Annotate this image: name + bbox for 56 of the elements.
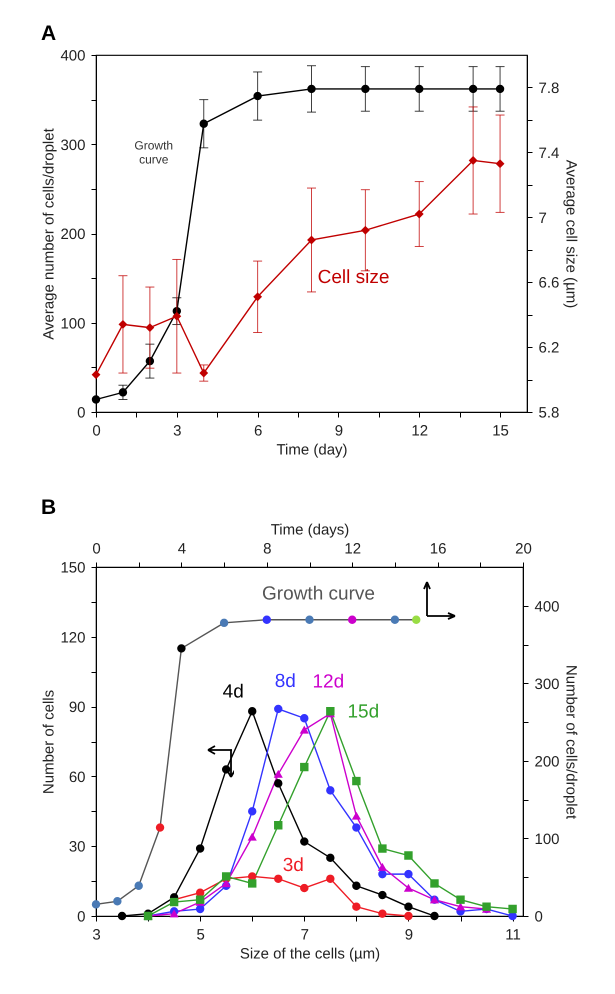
y-axis-title: Average number of cells/droplet (40, 127, 58, 340)
series-label: 15d (347, 701, 380, 722)
x-axis-title: Time (days) (270, 522, 350, 538)
x-tick-label: 8 (263, 540, 272, 558)
y-tick-label: 100 (60, 315, 86, 332)
x-tick-label: 4 (178, 540, 186, 558)
y-tick-label: 90 (68, 699, 86, 716)
y-tick-label: 300 (60, 136, 86, 154)
x-axis-title: Time (day) (276, 442, 348, 458)
x-axis-title: Size of the cells (µm) (240, 946, 380, 962)
series-label: 8d (274, 670, 296, 692)
y-tick-label: 400 (534, 598, 560, 616)
y-tick-label: 120 (60, 629, 86, 646)
y-tick-label: 0 (77, 404, 86, 422)
series-label: Cell size (318, 266, 390, 288)
y-tick-label: 100 (534, 830, 560, 848)
y2-tick-label: 6.2 (538, 340, 560, 357)
y-tick-label: 200 (60, 226, 86, 243)
x-tick-label: 20 (515, 540, 532, 558)
y-tick-label: 150 (60, 560, 86, 576)
chart-title: A (40, 22, 56, 45)
y2-tick-label: 6.6 (538, 274, 560, 292)
x-tick-label: 6 (254, 422, 262, 440)
y-tick-label: 30 (68, 838, 86, 856)
y2-tick-label: 7.4 (538, 144, 560, 162)
y2-axis-title: Average cell size (µm) (562, 160, 580, 308)
y2-tick-label: 7.8 (538, 80, 560, 97)
x-tick-label: 12 (344, 540, 362, 558)
y2-tick-label: 7 (538, 210, 547, 227)
y2-tick-label: 5.8 (538, 404, 560, 422)
x-tick-label: 0 (92, 540, 101, 558)
x-tick-label: 0 (92, 422, 101, 440)
y-tick-label: 0 (77, 908, 86, 926)
x-tick-label: 11 (505, 926, 521, 944)
x-tick-label: 16 (430, 540, 446, 558)
x-tick-label: 12 (411, 422, 428, 440)
y-tick-label: 0 (534, 908, 543, 926)
series-label: 12d (312, 672, 344, 693)
x-tick-label: 9 (404, 926, 414, 944)
text: Growth curve (134, 138, 174, 167)
y-tick-label: 300 (534, 676, 560, 693)
x-tick-label: 15 (492, 422, 509, 440)
x-tick-label: 3 (173, 422, 182, 440)
y-tick-label: 200 (534, 753, 560, 770)
series-label: 4d (222, 681, 244, 702)
y-axis-title: Number of cells (40, 690, 58, 794)
y-tick-label: 60 (68, 768, 86, 786)
x-tick-label: 3 (92, 926, 101, 944)
x-tick-label: 5 (196, 926, 205, 944)
y-axis-title: Number of cells/droplet (562, 664, 580, 820)
y-tick-label: 400 (60, 48, 86, 64)
x-tick-label: 9 (334, 422, 344, 440)
series-label: Growth curve (262, 584, 375, 605)
chart-title: B (40, 496, 56, 519)
x-tick-label: 7 (300, 926, 309, 944)
series-label: 3d (282, 854, 304, 876)
